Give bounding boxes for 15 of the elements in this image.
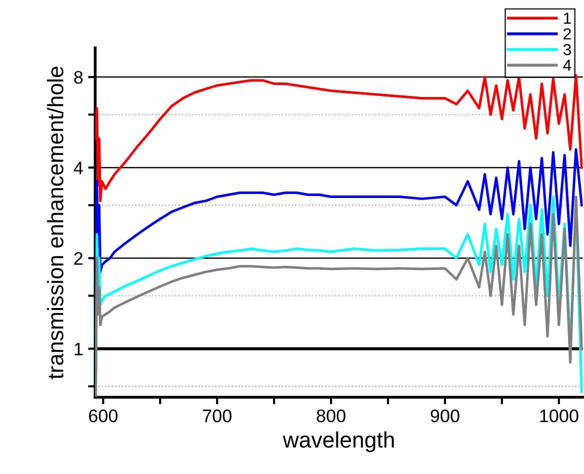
y-tick-label: 8: [74, 70, 83, 84]
y-tick-label: 2: [74, 252, 82, 265]
x-tick-label: 600: [89, 409, 118, 422]
x-axis-title: wavelength: [282, 431, 394, 452]
legend-label: 1: [564, 12, 571, 24]
legend-label: 4: [563, 60, 572, 71]
x-tick-label: 700: [202, 409, 232, 422]
legend-label: 3: [563, 44, 571, 56]
legend-label: 2: [564, 28, 571, 40]
y-axis-title: transmission enhancement/hole: [47, 66, 64, 380]
y-tick-label: 1: [74, 342, 83, 356]
x-tick-label: 900: [430, 409, 460, 422]
x-tick-label: 800: [316, 409, 346, 422]
x-tick-label: 1000: [540, 409, 578, 422]
y-tick-label: 4: [74, 162, 83, 174]
